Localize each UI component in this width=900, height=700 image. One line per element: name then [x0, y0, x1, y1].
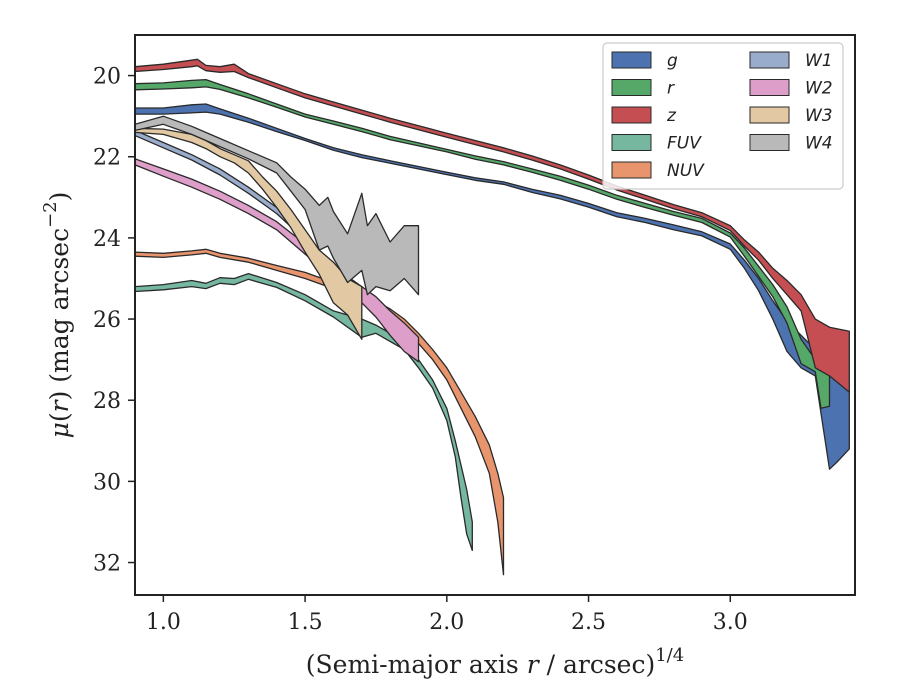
legend-label-w4: W4 — [805, 134, 833, 154]
series-band-w2 — [135, 158, 420, 363]
y-tick-label: 20 — [93, 65, 121, 90]
series-band-w3 — [135, 127, 363, 340]
x-tick-label: 3.0 — [713, 610, 748, 635]
y-tick-label: 28 — [93, 389, 121, 414]
series-band-z — [135, 58, 850, 393]
x-tick-label: 2.0 — [429, 610, 464, 635]
legend-label-r: r — [667, 79, 675, 99]
x-axis-label: (Semi-major axis r / arcsec)1/4 — [306, 645, 684, 679]
series-band-g — [135, 103, 850, 470]
legend-swatch-r — [611, 79, 652, 96]
y-tick-label: 26 — [93, 308, 121, 333]
y-tick-label: 24 — [93, 227, 121, 252]
legend-label-w2: W2 — [805, 79, 833, 99]
plot-frame — [134, 34, 856, 596]
y-tick-label: 30 — [93, 470, 121, 495]
y-axis-label: μ(r) (mag arcsec−2) — [40, 192, 74, 439]
series-band-r — [135, 78, 831, 409]
legend-swatch-w3 — [749, 106, 790, 124]
x-tick-label: 1.5 — [288, 610, 323, 635]
legend: grz FUV NUV W1 W2 W3 W4 — [602, 42, 844, 190]
legend-swatch-w2 — [749, 79, 790, 96]
legend-label-w1: W1 — [805, 51, 833, 71]
legend-swatch-nuv — [611, 161, 652, 179]
x-tick-label: 2.5 — [571, 610, 606, 635]
legend-label-z: z — [666, 106, 677, 126]
x-axis: 1.0 1.5 2.0 2.5 3.0 — [146, 595, 748, 635]
legend-swatch-g — [611, 51, 652, 69]
series-band-fuv — [135, 272, 473, 552]
y-tick-label: 22 — [93, 146, 121, 171]
legend-swatch-z — [611, 106, 652, 124]
legend-label-g: g — [667, 51, 678, 71]
legend-swatch-fuv — [611, 134, 652, 151]
y-tick-label: 32 — [93, 552, 121, 577]
x-tick-label: 1.0 — [146, 610, 181, 635]
y-axis: 20 22 24 26 28 30 32 — [93, 65, 135, 577]
series-layer — [135, 58, 850, 576]
legend-label-fuv: FUV — [667, 134, 702, 154]
legend-label-w3: W3 — [805, 106, 833, 126]
legend-swatch-w1 — [749, 51, 790, 69]
series-band-w4 — [135, 115, 420, 296]
legend-label-nuv: NUV — [667, 161, 705, 181]
legend-swatch-w4 — [749, 134, 790, 151]
